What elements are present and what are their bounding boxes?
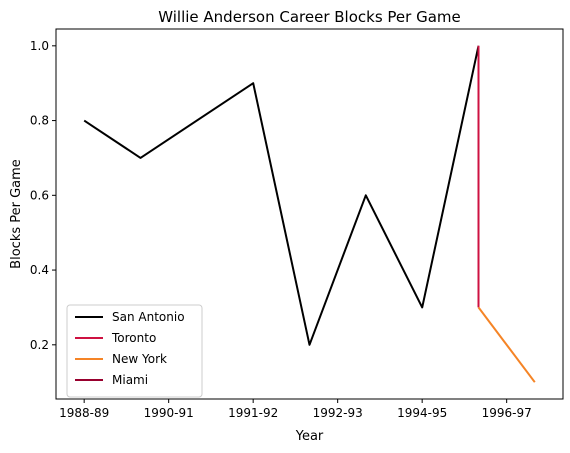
series-line-san-antonio [83,45,480,346]
x-axis-label: Year [295,429,324,444]
x-tick-label: 1990-91 [144,406,194,420]
y-tick-label: 0.2 [30,338,49,352]
y-axis-ticks: 0.2 0.4 0.6 0.8 1.0 [30,39,56,352]
chart-title: Willie Anderson Career Blocks Per Game [158,8,461,26]
legend-label: New York [112,352,167,366]
x-tick-label: 1988-89 [59,406,109,420]
legend-label: Miami [112,373,148,387]
x-tick-label: 1994-95 [397,406,447,420]
x-tick-label: 1996-97 [482,406,532,420]
y-axis-label: Blocks Per Game [9,159,24,269]
x-axis-ticks: 1988-89 1990-91 1991-92 1992-93 1994-95 1996-… [59,399,532,420]
y-tick-label: 0.6 [30,188,49,202]
x-tick-label: 1991-92 [228,406,278,420]
y-tick-label: 0.4 [30,263,49,277]
legend-label: San Antonio [112,310,185,324]
x-tick-label: 1992-93 [313,406,363,420]
y-tick-label: 0.8 [30,114,49,128]
series-line-new-york [477,306,536,383]
legend-box [66,304,203,398]
plot-area [83,45,536,383]
y-tick-label: 1.0 [30,39,49,53]
legend-label: Toronto [111,331,156,345]
plot-frame [55,28,564,400]
legend: San Antonio Toronto New York Miami [66,304,203,398]
